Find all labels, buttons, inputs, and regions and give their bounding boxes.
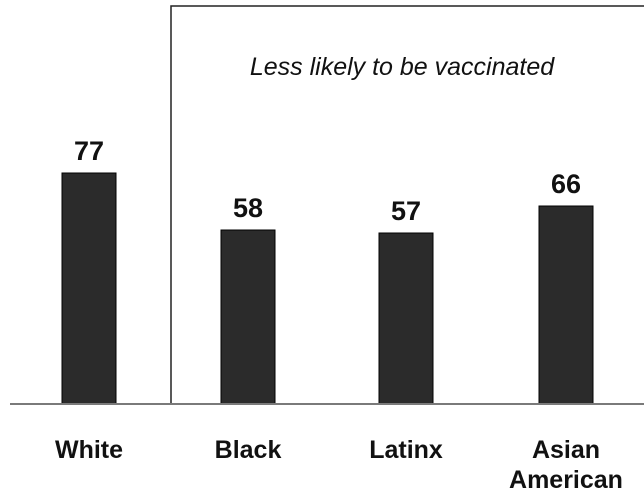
bar-1 [220,229,276,405]
category-label-3: Asian American [509,436,623,494]
bar-value-label-3: 66 [551,169,581,199]
category-label-line: Black [215,436,282,464]
bar-0 [61,172,117,405]
bar-value-label-0: 77 [74,136,104,166]
category-labels-group: White Black Latinx Asian American [55,436,623,494]
category-label-line: Asian [532,436,600,464]
category-label-line: American [509,466,623,494]
category-label-2: Latinx [369,436,443,464]
category-label-0: White [55,436,123,464]
category-label-line: White [55,436,123,464]
bars-group: 77 58 57 66 [61,136,594,405]
bar-2 [378,232,434,405]
category-label-1: Black [215,436,282,464]
bar-3 [538,205,594,405]
category-label-line: Latinx [369,436,443,464]
bar-value-label-1: 58 [233,193,263,223]
bar-value-label-2: 57 [391,196,421,226]
group-annotation: Less likely to be vaccinated [250,53,555,81]
